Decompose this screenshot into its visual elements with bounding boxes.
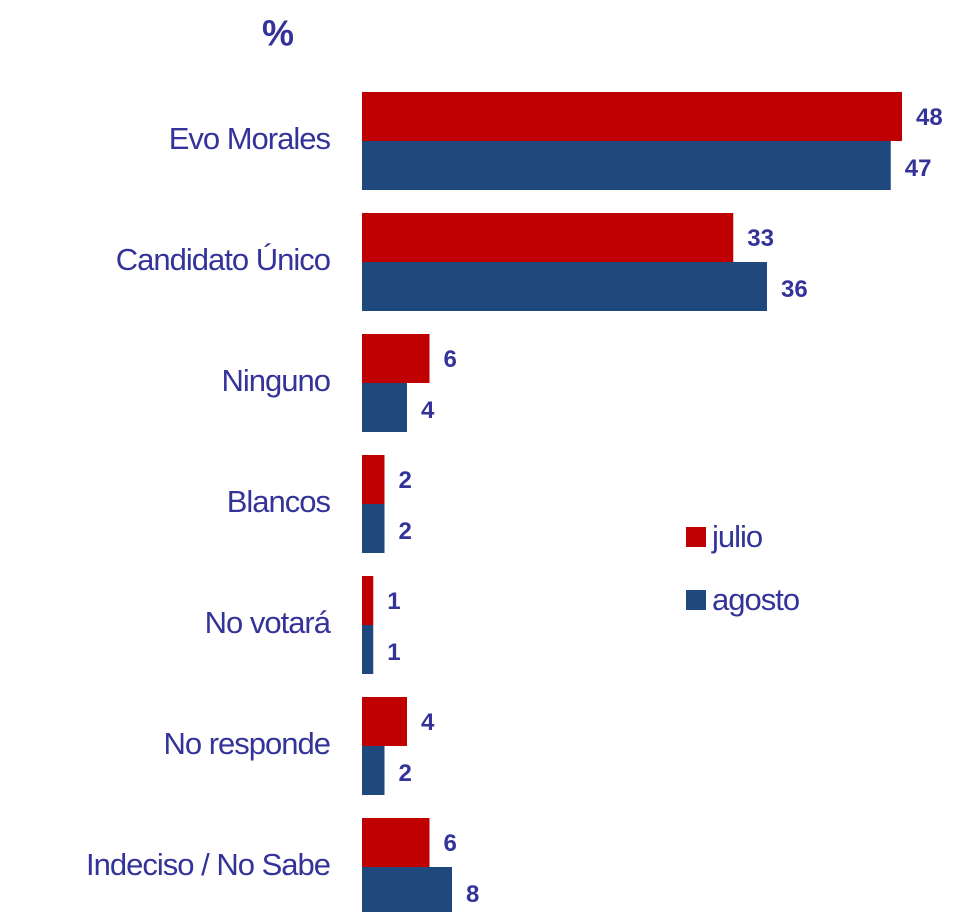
category-label: Ninguno bbox=[222, 363, 330, 398]
category-label: No votará bbox=[205, 605, 332, 640]
legend-label: julio bbox=[711, 519, 762, 554]
bar bbox=[362, 334, 430, 383]
data-label: 6 bbox=[444, 830, 457, 857]
category-label: Indeciso / No Sabe bbox=[86, 847, 330, 882]
bar bbox=[362, 262, 767, 311]
bar bbox=[362, 504, 385, 553]
data-label: 4 bbox=[421, 397, 435, 424]
category-label: No responde bbox=[163, 726, 330, 761]
bar bbox=[362, 383, 407, 432]
bar bbox=[362, 576, 374, 625]
legend-swatch bbox=[686, 527, 706, 547]
data-label: 2 bbox=[399, 518, 412, 545]
data-label: 1 bbox=[387, 639, 400, 666]
category-label: Blancos bbox=[227, 484, 331, 519]
bar bbox=[362, 697, 407, 746]
data-label: 36 bbox=[781, 276, 808, 303]
data-label: 2 bbox=[399, 760, 412, 787]
chart-title: % bbox=[262, 13, 294, 54]
legend-label: agosto bbox=[712, 582, 799, 617]
bar bbox=[362, 92, 902, 141]
bar bbox=[362, 818, 430, 867]
data-label: 6 bbox=[444, 346, 457, 373]
data-label: 4 bbox=[421, 709, 435, 736]
data-label: 33 bbox=[747, 225, 774, 252]
data-label: 47 bbox=[905, 155, 932, 182]
bar bbox=[362, 455, 385, 504]
data-label: 2 bbox=[399, 467, 412, 494]
bar bbox=[362, 141, 891, 190]
legend-swatch bbox=[686, 590, 706, 610]
category-label: Evo Morales bbox=[169, 121, 331, 156]
data-label: 48 bbox=[916, 104, 943, 131]
data-label: 8 bbox=[466, 881, 479, 908]
bar bbox=[362, 213, 734, 262]
bar bbox=[362, 625, 374, 674]
category-label: Candidato Único bbox=[116, 242, 330, 277]
bar bbox=[362, 867, 452, 912]
data-label: 1 bbox=[387, 588, 400, 615]
bar bbox=[362, 746, 385, 795]
